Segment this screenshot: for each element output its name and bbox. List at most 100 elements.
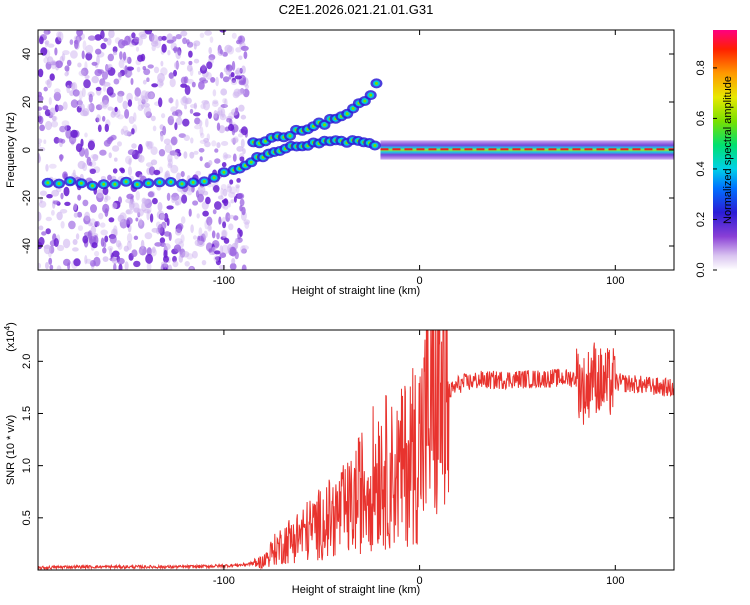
noise-blob: [205, 72, 212, 80]
noise-blob: [45, 164, 49, 172]
noise-blob: [80, 67, 89, 77]
noise-blob: [212, 89, 217, 97]
noise-blob: [55, 60, 63, 69]
noise-blob: [240, 114, 247, 120]
noise-blob: [74, 39, 79, 50]
noise-blob: [77, 160, 86, 170]
noise-blob: [127, 71, 133, 77]
noise-blob: [226, 45, 235, 55]
noise-blob: [178, 254, 183, 263]
noise-blob: [236, 178, 241, 183]
noise-blob: [205, 118, 209, 128]
noise-blob: [199, 32, 205, 38]
noise-blob: [77, 62, 82, 68]
noise-blob: [38, 111, 41, 118]
track-blob-core: [146, 181, 150, 185]
noise-blob: [78, 98, 83, 108]
noise-blob: [175, 34, 182, 40]
noise-blob: [173, 244, 182, 253]
noise-blob: [45, 262, 49, 270]
noise-blob: [216, 142, 221, 149]
noise-blob: [38, 138, 43, 144]
noise-blob: [143, 209, 151, 214]
noise-blob: [193, 43, 197, 50]
noise-blob: [165, 170, 170, 179]
noise-blob: [217, 257, 221, 263]
noise-blob: [95, 221, 100, 227]
noise-blob: [244, 221, 250, 229]
noise-blob: [112, 51, 118, 56]
noise-blob: [135, 46, 140, 52]
transition-blob-core: [249, 160, 253, 164]
noise-blob: [208, 54, 216, 61]
noise-blob: [216, 232, 220, 240]
noise-blob: [234, 251, 239, 260]
noise-blob: [102, 256, 109, 262]
spectrogram-ylabel: Frequency (Hz): [5, 112, 17, 188]
noise-blob: [170, 136, 178, 146]
noise-blob: [174, 61, 180, 69]
noise-blob: [131, 249, 138, 257]
noise-blob: [166, 192, 171, 201]
noise-blob: [188, 50, 193, 58]
noise-blob: [112, 145, 120, 152]
noise-blob: [222, 204, 229, 210]
noise-blob: [126, 66, 134, 71]
noise-blob: [180, 76, 187, 85]
noise-blob: [81, 50, 85, 60]
noise-blob: [148, 92, 154, 99]
noise-blob: [97, 124, 102, 133]
noise-blob: [144, 30, 153, 35]
noise-blob: [155, 221, 161, 229]
noise-blob: [222, 76, 230, 83]
noise-blob: [140, 90, 148, 100]
noise-blob: [171, 111, 179, 116]
noise-blob: [224, 44, 233, 53]
colorbar-label: Normalized spectral amplitude: [722, 76, 734, 224]
branch-blob-core: [351, 107, 355, 110]
x-tick-label: -100: [213, 575, 235, 587]
x-tick-label: 0: [417, 575, 423, 587]
branch-blob-core: [264, 139, 267, 143]
noise-blob: [89, 168, 97, 174]
noise-blob: [84, 255, 88, 265]
noise-blob: [167, 158, 173, 167]
noise-blob: [114, 106, 118, 112]
noise-blob: [124, 65, 128, 75]
noise-blob: [198, 70, 202, 75]
y-tick-label: 0: [21, 147, 33, 153]
noise-blob: [95, 104, 103, 111]
noise-blob: [39, 190, 48, 196]
noise-blob: [151, 227, 159, 233]
noise-blob: [167, 162, 173, 169]
branch-blob-core: [288, 134, 292, 138]
noise-blob: [51, 209, 55, 216]
noise-blob: [217, 49, 224, 56]
noise-blob: [179, 61, 186, 65]
noise-blob: [185, 97, 192, 105]
noise-blob: [199, 120, 203, 127]
noise-blob: [126, 233, 133, 243]
noise-blob: [131, 128, 135, 135]
noise-blob: [127, 166, 133, 176]
snr-xlabel: Height of straight line (km): [292, 584, 420, 596]
noise-blob: [87, 103, 92, 110]
noise-blob: [153, 66, 160, 74]
noise-blob: [200, 132, 205, 139]
snr-series-line: [38, 330, 674, 570]
noise-blob: [140, 239, 145, 250]
noise-blob: [146, 247, 152, 256]
noise-blob: [120, 168, 125, 174]
noise-blob: [243, 219, 250, 225]
noise-blob: [112, 46, 118, 53]
noise-blob: [133, 202, 140, 213]
noise-blob: [124, 109, 130, 119]
spectrogram-xlabel: Height of straight line (km): [292, 285, 420, 297]
track-blob-core: [91, 184, 94, 188]
noise-blob: [183, 134, 190, 141]
colorbar-gradient: [713, 30, 737, 270]
noise-blob: [64, 125, 71, 131]
noise-blob: [235, 67, 242, 77]
noise-blob: [96, 114, 101, 123]
noise-blob: [124, 261, 129, 270]
